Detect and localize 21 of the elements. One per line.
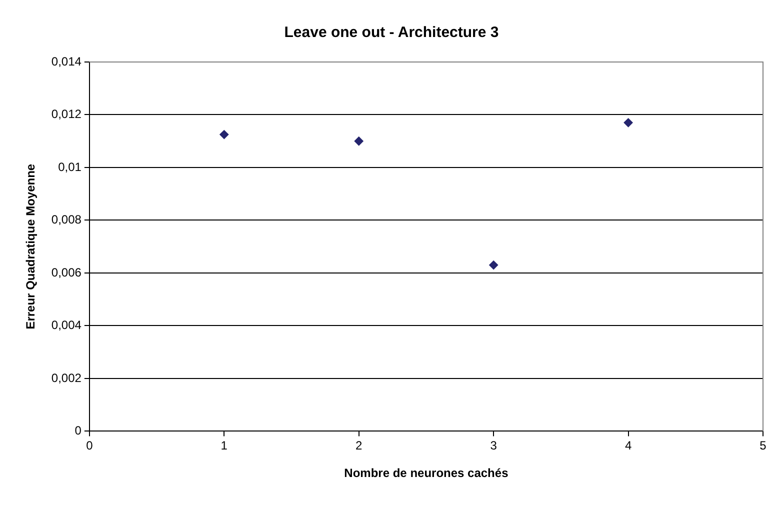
y-axis-title: Erreur Quadratique Moyenne bbox=[24, 164, 38, 330]
point bbox=[489, 260, 498, 270]
x-tick-label: 4 bbox=[624, 438, 632, 453]
chart-title: Leave one out - Architecture 3 bbox=[284, 24, 499, 42]
point bbox=[220, 130, 229, 140]
x-tick-label: 3 bbox=[490, 438, 498, 453]
y-tick-label: 0,014 bbox=[51, 54, 82, 68]
y-tick-label: 0,004 bbox=[51, 318, 82, 332]
x-axis-title: Nombre de neurones cachés bbox=[344, 466, 509, 480]
x-tick-label: 1 bbox=[220, 438, 228, 453]
y-tick-label: 0,006 bbox=[51, 265, 82, 280]
y-tick-label: 0,01 bbox=[58, 160, 82, 174]
x-tick-label: 5 bbox=[760, 438, 767, 453]
y-tick-label: 0,008 bbox=[51, 212, 82, 227]
y-tick-label: 0,002 bbox=[51, 370, 82, 385]
y-tick-label: 0,012 bbox=[51, 107, 82, 122]
point bbox=[354, 136, 364, 146]
x-tick-label: 2 bbox=[356, 438, 363, 453]
point bbox=[624, 118, 633, 128]
x-tick-label: 0 bbox=[86, 438, 94, 453]
y-tick-label: 0 bbox=[74, 424, 82, 438]
